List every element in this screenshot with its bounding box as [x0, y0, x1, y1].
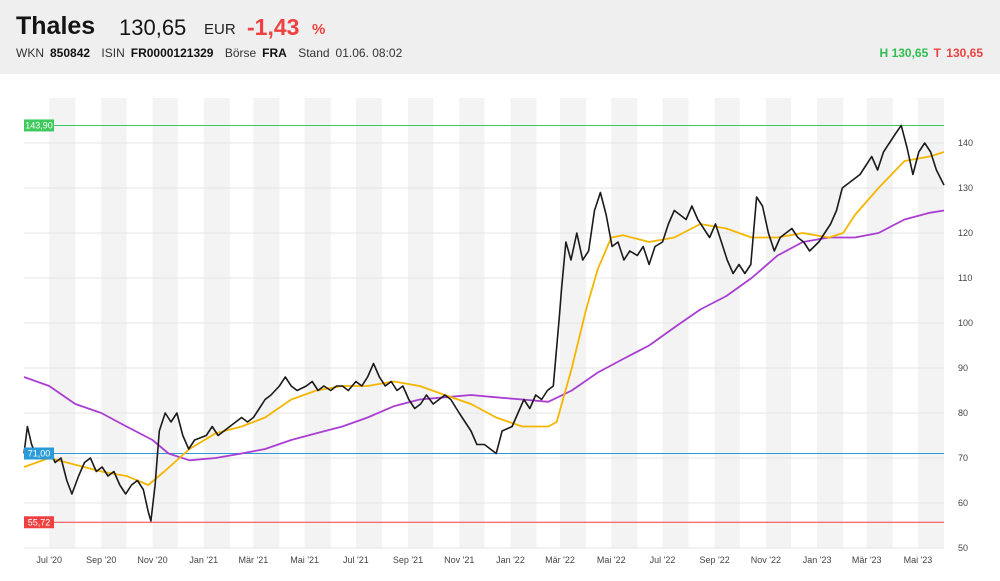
y-tick-label: 90: [958, 363, 968, 373]
isin-label: ISIN: [101, 46, 125, 60]
x-tick-label: Mai '23: [904, 555, 933, 565]
wkn-label: WKN: [16, 46, 44, 60]
price-chart-svg[interactable]: 50 60 70 80 90 100 110 120 130 140 Jul '20 Sep '20…: [0, 74, 1000, 581]
price-chart[interactable]: 50 60 70 80 90 100 110 120 130 140 Jul '20 Sep '20…: [0, 74, 1000, 581]
security-meta: WKN 850842 ISIN FR0000121329 Börse FRA Stan…: [16, 46, 408, 60]
x-tick-label: Nov '20: [137, 555, 167, 565]
series-line: [23, 124, 945, 522]
stand-value: 01.06. 08:02: [335, 46, 403, 60]
price-change: -1,43: [247, 14, 300, 40]
reference-label-bg: [24, 119, 54, 132]
x-tick-label: Mär '21: [239, 555, 269, 565]
x-tick-label: Sep '20: [86, 555, 116, 565]
high-low: H 130,65 T 130,65: [880, 46, 983, 60]
y-tick-label: 80: [958, 408, 968, 418]
stock-name: Thales: [16, 12, 96, 40]
y-tick-label: 60: [958, 498, 968, 508]
high-label: H: [879, 46, 889, 60]
y-tick-label: 110: [958, 273, 972, 283]
x-tick-label: Jan '21: [189, 555, 218, 565]
series-line: [23, 151, 945, 486]
x-tick-label: Mai '22: [597, 555, 626, 565]
x-tick-label: Jul '22: [650, 555, 676, 565]
quote-header: Thales 130,65 EUR -1,43 % WKN 850842 ISIN…: [0, 0, 1000, 74]
low-value: 130,65: [946, 46, 983, 60]
x-tick-label: Mär '22: [545, 555, 575, 565]
x-tick-label: Jan '23: [803, 555, 832, 565]
reference-label: 143,90: [25, 120, 53, 130]
x-tick-label: Sep '22: [700, 555, 730, 565]
high-value: 130,65: [891, 46, 929, 60]
reference-label: 55,72: [28, 517, 51, 527]
y-tick-label: 120: [958, 228, 973, 238]
x-tick-label: Jul '21: [343, 555, 369, 565]
low-label: T: [933, 46, 941, 60]
y-tick-label: 70: [958, 453, 968, 463]
exchange-label: Börse: [224, 46, 257, 60]
x-tick-label: Nov '22: [751, 555, 781, 565]
series-line: [23, 209, 945, 462]
stand-label: Stand: [298, 46, 330, 60]
y-tick-label: 100: [958, 318, 973, 328]
x-tick-label: Jan '22: [496, 555, 525, 565]
x-tick-label: Mai '21: [290, 555, 319, 565]
x-tick-label: Sep '21: [393, 555, 423, 565]
exchange-value: FRA: [262, 46, 287, 60]
x-tick-label: Nov '21: [444, 555, 474, 565]
y-tick-label: 130: [958, 183, 973, 193]
wkn-value: 850842: [50, 46, 91, 60]
y-tick-label: 50: [958, 543, 968, 553]
x-tick-label: Jul '20: [36, 555, 62, 565]
reference-label: 71,00: [28, 449, 51, 459]
y-tick-label: 140: [958, 138, 973, 148]
x-tick-label: Mär '23: [852, 555, 882, 565]
price-change-unit: %: [312, 21, 326, 38]
reference-label-bg: [24, 516, 54, 529]
price-currency: EUR: [204, 21, 236, 38]
reference-label-bg: [24, 447, 54, 460]
stock-price: 130,65: [119, 15, 187, 40]
isin-value: FR0000121329: [130, 46, 214, 60]
